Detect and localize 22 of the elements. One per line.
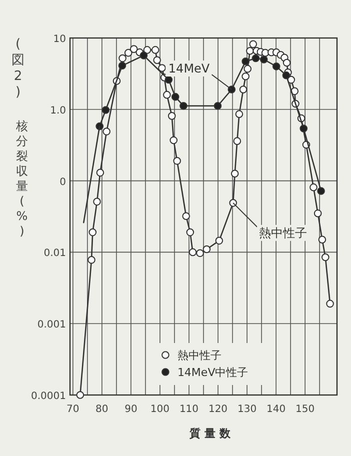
x-tick-label: 80 <box>96 404 108 415</box>
annotation: 熱中性子 <box>259 226 308 240</box>
y-tick-label: 10 <box>53 34 66 45</box>
x-axis-title: 質 量 数 <box>188 427 232 440</box>
legend-label: 14MeV中性子 <box>177 366 248 379</box>
y-tick-label: 0.0001 <box>31 391 66 402</box>
y-axis-title: 核分裂収量(%) <box>15 119 28 238</box>
y-tick-label: 0 <box>60 176 66 188</box>
x-tick-label: 100 <box>150 404 170 415</box>
x-tick-label: 90 <box>124 404 138 415</box>
x-tick-label: 110 <box>179 404 199 415</box>
legend-label: 熱中性子 <box>177 349 222 362</box>
y-tick-label: 0.001 <box>37 320 66 331</box>
x-tick-label: 120 <box>208 404 228 415</box>
annotation: 14MeV <box>168 61 210 76</box>
text: (図2) <box>12 37 24 100</box>
x-tick-label: 70 <box>66 404 80 415</box>
y-tick-label: 1.0 <box>50 105 66 116</box>
y-tick-label: 0.01 <box>44 248 66 260</box>
x-tick-label: 150 <box>296 404 315 415</box>
x-tick-label: 140 <box>266 404 286 415</box>
x-tick-label: 130 <box>237 404 257 415</box>
